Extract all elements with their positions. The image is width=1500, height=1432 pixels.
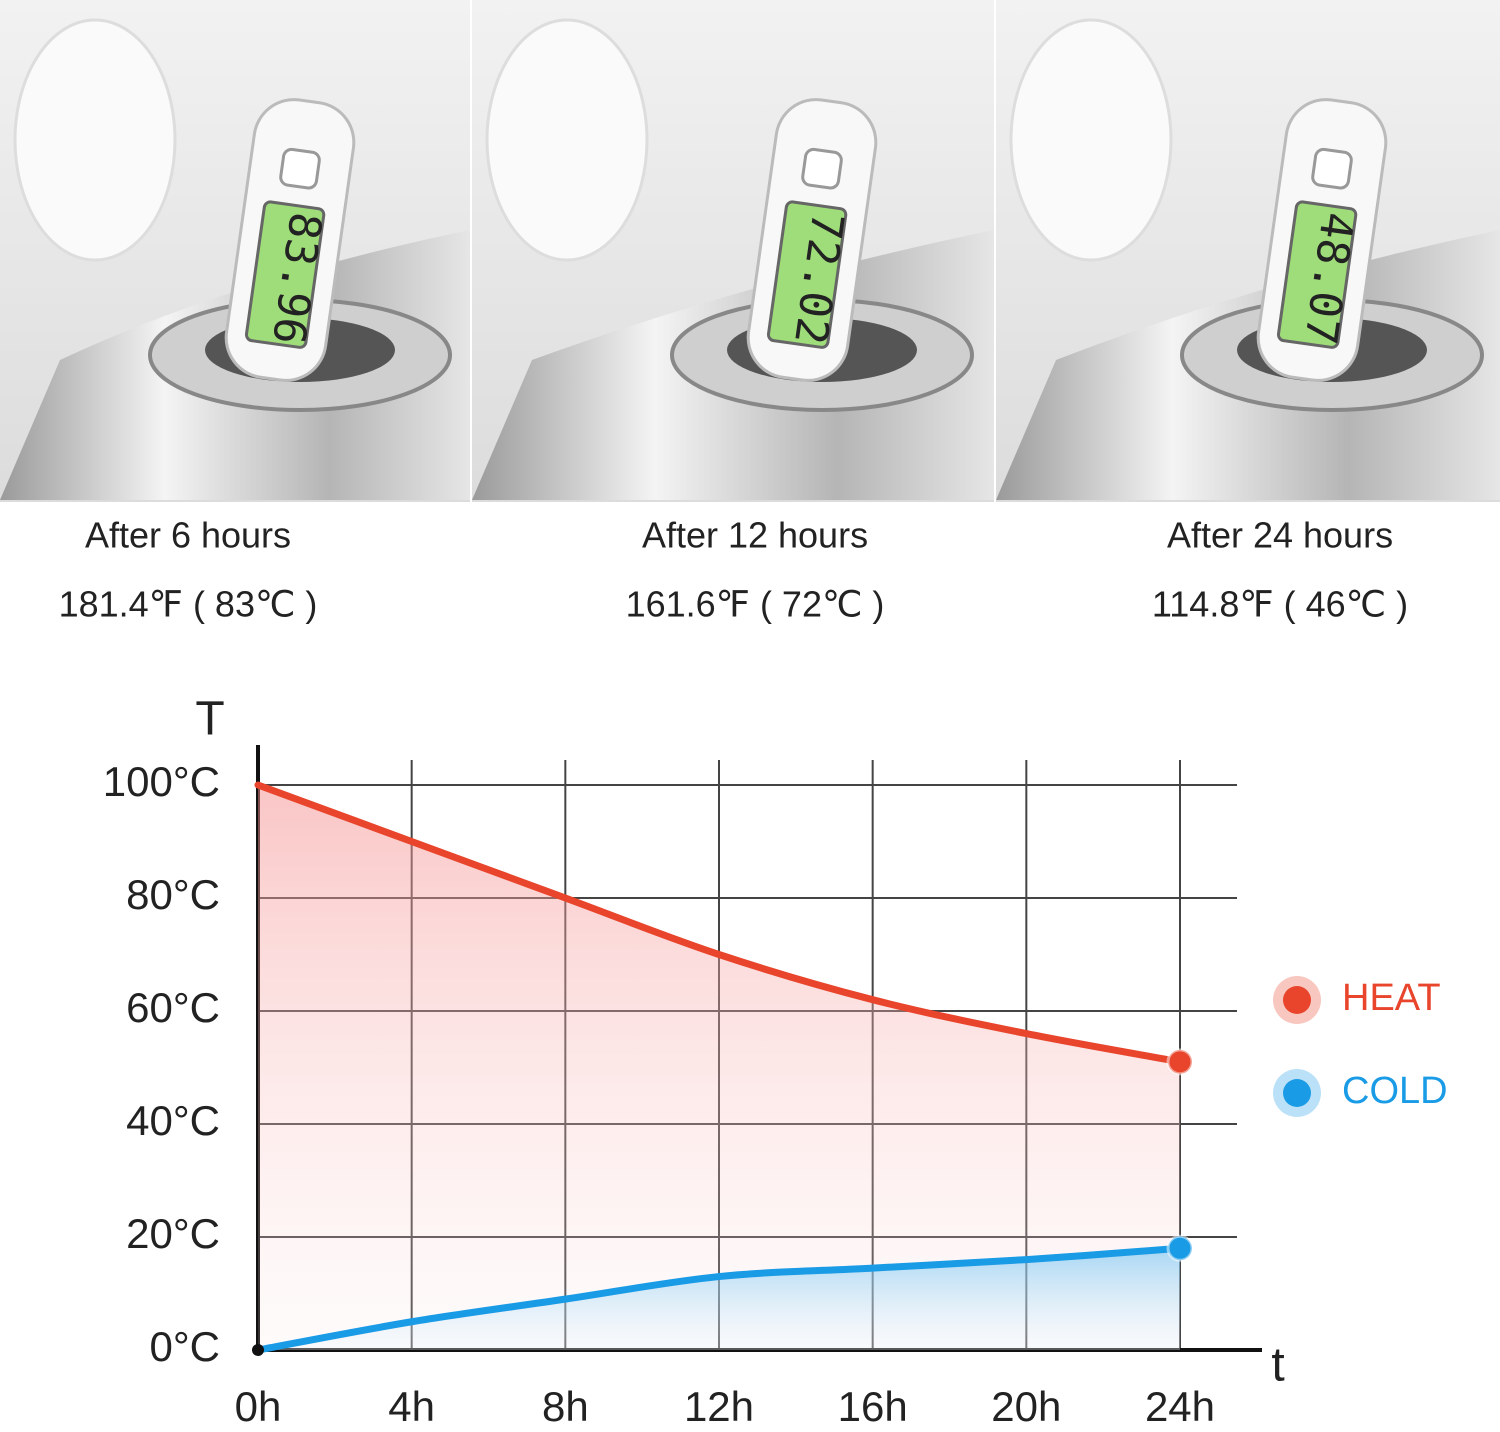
photo-temperature: 161.6℉ ( 72℃ ) [626, 584, 885, 625]
end-point [1166, 1234, 1194, 1262]
photo-caption: After 24 hours [1167, 515, 1393, 556]
end-point [1166, 1048, 1194, 1076]
lcd [1276, 200, 1358, 349]
lcd [244, 200, 326, 349]
series-area [258, 1248, 1180, 1350]
photo-caption: After 6 hours [85, 515, 291, 556]
chart: 0°C 20°C 40°C 60°C 80°C 100°C 0h 4h 8h 12h 16h 20h 2… [103, 693, 1448, 1430]
y-tick-label: 100°C [103, 758, 220, 805]
photo-panel: 72.02 [472, 0, 994, 502]
photo-panel: 83.96 [0, 0, 470, 502]
photo-caption: After 12 hours [642, 515, 868, 556]
x-tick-label: 12h [684, 1383, 754, 1430]
legend-label: HEAT [1342, 977, 1441, 1019]
x-tick-label: 8h [542, 1383, 589, 1430]
thermo-button [279, 147, 321, 190]
legend-marker [1283, 1079, 1311, 1107]
x-tick-label: 20h [991, 1383, 1061, 1430]
photo-panel: 48.07 [996, 0, 1500, 502]
lcd [766, 200, 848, 349]
thermo-button [801, 147, 843, 190]
lid [1009, 18, 1173, 262]
legend-label: COLD [1342, 1070, 1448, 1112]
series-area [258, 785, 1180, 1350]
origin-dot [252, 1344, 264, 1356]
x-axis-label: t [1271, 1339, 1284, 1392]
lid [485, 18, 649, 262]
photo-temperature: 114.8℉ ( 46℃ ) [1152, 584, 1408, 625]
x-tick-label: 16h [838, 1383, 908, 1430]
x-tick-label: 24h [1145, 1383, 1215, 1430]
x-tick-label: 4h [388, 1383, 435, 1430]
y-tick-label: 20°C [126, 1210, 220, 1257]
series-line [254, 1244, 1184, 1354]
thermo-button [1311, 147, 1353, 190]
series-line [254, 781, 1184, 1066]
legend-marker [1283, 986, 1311, 1014]
y-tick-label: 80°C [126, 871, 220, 918]
x-tick-label: 0h [235, 1383, 282, 1430]
y-tick-label: 60°C [126, 984, 220, 1031]
lid [13, 18, 177, 262]
y-axis-label: T [195, 693, 224, 746]
y-tick-label: 0°C [150, 1323, 221, 1370]
y-tick-label: 40°C [126, 1097, 220, 1144]
photo-temperature: 181.4℉ ( 83℃ ) [59, 584, 318, 625]
